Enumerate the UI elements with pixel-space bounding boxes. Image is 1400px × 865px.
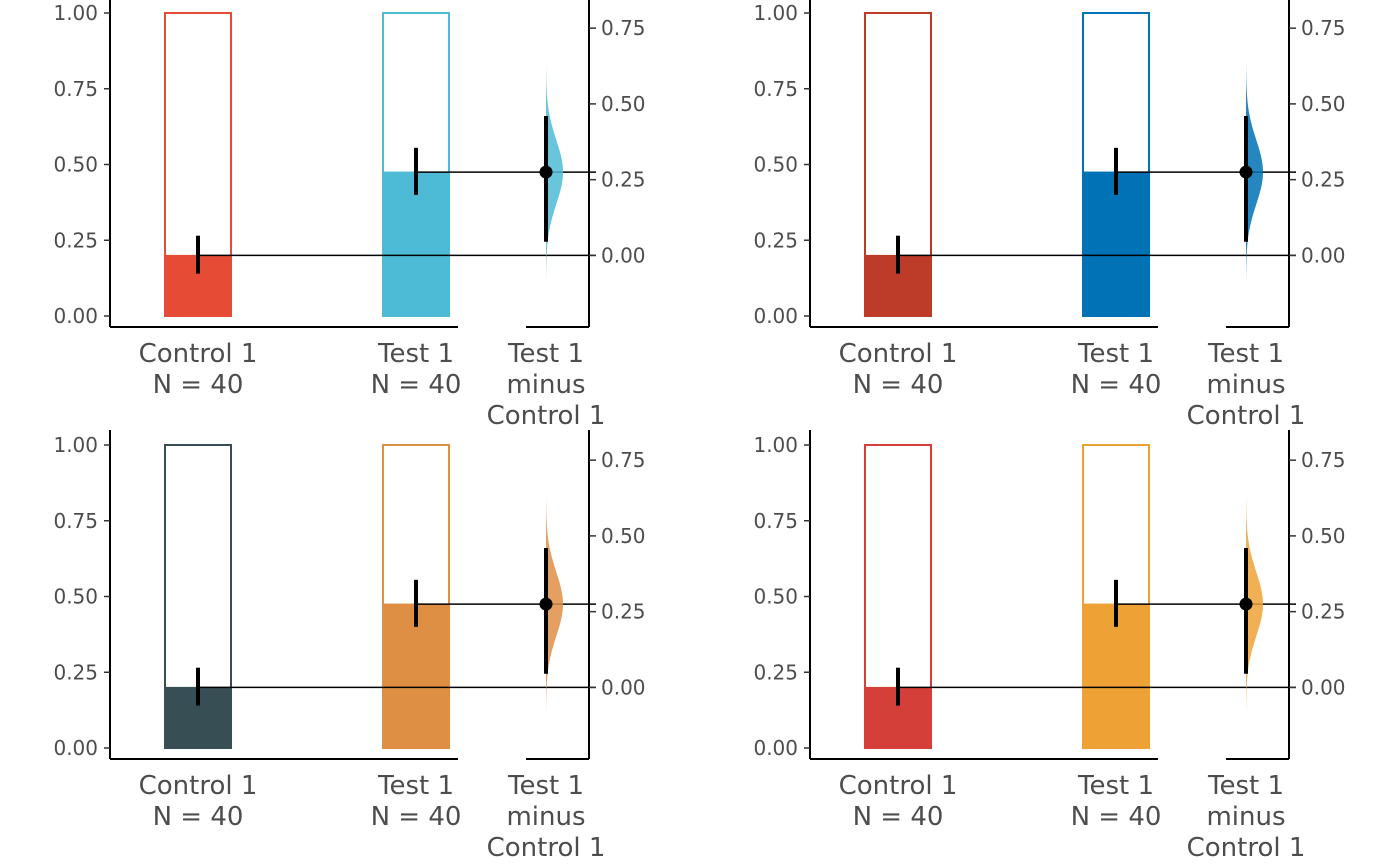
delta-category-label: Control 1: [487, 833, 606, 863]
category-label: Control 1: [139, 771, 258, 801]
right-y-tick-label: 0.50: [601, 92, 646, 116]
left-y-tick-label: 0.50: [53, 153, 98, 177]
right-y-tick-label: 0.25: [601, 600, 646, 624]
left-y-tick-label: 0.00: [53, 736, 98, 760]
left-y-tick-label: 0.50: [753, 585, 798, 609]
sample-size-label: N = 40: [853, 370, 944, 400]
delta-category-label: minus: [1206, 370, 1285, 400]
left-y-tick-label: 0.25: [753, 228, 798, 252]
delta-category-label: minus: [506, 802, 585, 832]
delta-distribution: [1246, 498, 1263, 710]
left-y-tick-label: 0.25: [753, 660, 798, 684]
delta-category-label: Test 1: [507, 771, 584, 801]
delta-category-label: Test 1: [507, 339, 584, 369]
left-y-tick-label: 0.00: [753, 304, 798, 328]
delta-distribution: [546, 66, 563, 278]
left-y-tick-label: 0.25: [53, 660, 98, 684]
right-y-tick-label: 0.00: [1301, 675, 1346, 699]
left-y-tick-label: 0.75: [53, 77, 98, 101]
category-label: Control 1: [839, 339, 958, 369]
right-y-tick-label: 0.50: [1301, 92, 1346, 116]
category-label: Test 1: [377, 339, 454, 369]
left-y-tick-label: 0.50: [753, 153, 798, 177]
left-y-tick-label: 1.00: [53, 1, 98, 25]
bar-fill: [382, 171, 450, 317]
right-y-tick-label: 0.75: [601, 448, 646, 472]
delta-point: [539, 597, 553, 611]
left-y-tick-label: 1.00: [753, 433, 798, 457]
delta-distribution: [1246, 66, 1263, 278]
right-y-tick-label: 0.75: [601, 16, 646, 40]
right-y-tick-label: 0.50: [601, 524, 646, 548]
bar-fill: [1082, 171, 1150, 317]
left-y-tick-label: 1.00: [53, 433, 98, 457]
right-y-tick-label: 0.25: [601, 168, 646, 192]
left-y-tick-label: 0.25: [53, 228, 98, 252]
left-y-tick-label: 0.75: [753, 77, 798, 101]
left-y-tick-label: 0.75: [753, 509, 798, 533]
sample-size-label: N = 40: [1071, 802, 1162, 832]
right-y-tick-label: 0.25: [1301, 168, 1346, 192]
left-y-tick-label: 0.50: [53, 585, 98, 609]
right-y-tick-label: 0.00: [601, 243, 646, 267]
category-label: Test 1: [377, 771, 454, 801]
delta-category-label: Test 1: [1207, 771, 1284, 801]
sample-size-label: N = 40: [1071, 370, 1162, 400]
sample-size-label: N = 40: [371, 802, 462, 832]
delta-point: [539, 165, 553, 179]
left-y-tick-label: 0.00: [753, 736, 798, 760]
delta-category-label: Control 1: [1187, 401, 1306, 431]
category-label: Test 1: [1077, 339, 1154, 369]
left-y-tick-label: 0.75: [53, 509, 98, 533]
sample-size-label: N = 40: [153, 802, 244, 832]
delta-category-label: minus: [1206, 802, 1285, 832]
right-y-tick-label: 0.00: [1301, 243, 1346, 267]
delta-distribution: [546, 498, 563, 710]
left-y-tick-label: 1.00: [753, 1, 798, 25]
right-y-tick-label: 0.00: [601, 675, 646, 699]
left-y-tick-label: 0.00: [53, 304, 98, 328]
right-y-tick-label: 0.50: [1301, 524, 1346, 548]
delta-category-label: minus: [506, 370, 585, 400]
sample-size-label: N = 40: [853, 802, 944, 832]
right-y-tick-label: 0.75: [1301, 448, 1346, 472]
category-label: Control 1: [839, 771, 958, 801]
category-label: Control 1: [139, 339, 258, 369]
right-y-tick-label: 0.25: [1301, 600, 1346, 624]
bar-fill: [382, 603, 450, 749]
delta-category-label: Control 1: [1187, 833, 1306, 863]
right-y-tick-label: 0.75: [1301, 16, 1346, 40]
bar-fill: [1082, 603, 1150, 749]
sample-size-label: N = 40: [153, 370, 244, 400]
category-label: Test 1: [1077, 771, 1154, 801]
delta-point: [1239, 597, 1253, 611]
delta-category-label: Control 1: [487, 401, 606, 431]
sample-size-label: N = 40: [371, 370, 462, 400]
delta-point: [1239, 165, 1253, 179]
delta-category-label: Test 1: [1207, 339, 1284, 369]
